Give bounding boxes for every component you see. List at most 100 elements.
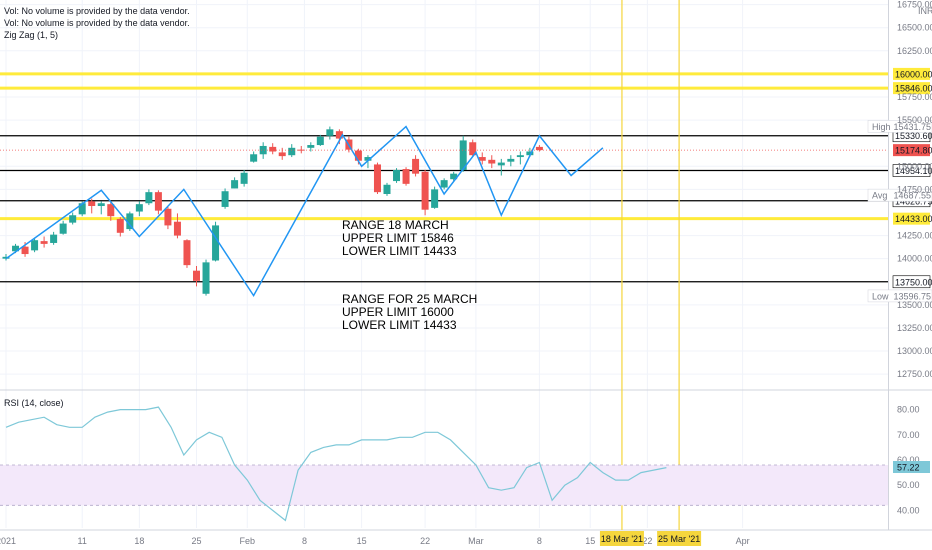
time-tick-label: 8 bbox=[537, 536, 542, 546]
candle-body bbox=[135, 204, 143, 212]
candle-body bbox=[21, 246, 29, 255]
candle-body bbox=[59, 223, 67, 234]
rsi-last-text: 57.22 bbox=[897, 463, 920, 473]
candle-body bbox=[164, 208, 172, 226]
range-annotation-25-march: UPPER LIMIT 16000 bbox=[342, 305, 454, 319]
range-annotation-25-march: LOWER LIMIT 14433 bbox=[342, 318, 457, 332]
level-badge bbox=[893, 82, 930, 95]
rsi-last-badge bbox=[893, 461, 930, 474]
rsi-band bbox=[0, 465, 888, 506]
candle-body bbox=[231, 180, 239, 189]
currency-label: INR bbox=[918, 6, 932, 16]
candle-body bbox=[516, 155, 524, 158]
candle-body bbox=[183, 240, 191, 266]
candle-body bbox=[412, 158, 420, 174]
time-tick-label: 22 bbox=[642, 536, 652, 546]
rsi-tick-label: 60.00 bbox=[897, 455, 920, 465]
price-tick-label: 12750.00 bbox=[897, 369, 932, 379]
marker-value: 13596.75 bbox=[893, 291, 931, 301]
price-tick-label: 14750.00 bbox=[897, 184, 932, 194]
time-tick-label: 15 bbox=[585, 536, 595, 546]
candle-body bbox=[212, 225, 220, 261]
candle-body bbox=[335, 131, 343, 139]
legend-info-line: Vol: No volume is provided by the data v… bbox=[4, 6, 190, 16]
candle-body bbox=[488, 159, 496, 164]
time-tick-label: Apr bbox=[736, 536, 750, 546]
last-price-badge bbox=[893, 144, 930, 157]
price-tick-label: 16750.00 bbox=[897, 0, 932, 10]
candle-body bbox=[2, 256, 10, 259]
candle-body bbox=[202, 262, 210, 294]
last-price-text: 15174.80 bbox=[895, 146, 932, 156]
candle-body bbox=[126, 213, 134, 230]
candle-body bbox=[31, 240, 39, 251]
level-badge bbox=[893, 67, 930, 80]
date-badge[interactable] bbox=[657, 531, 702, 546]
candle-body bbox=[116, 218, 124, 233]
candle-body bbox=[469, 142, 477, 156]
candle-body bbox=[50, 234, 58, 243]
level-badge-text: 14954.10 bbox=[895, 166, 932, 176]
marker-value: 14687.55 bbox=[893, 191, 931, 201]
price-tick-label: 16500.00 bbox=[897, 23, 932, 33]
level-badge-text: 13750.00 bbox=[895, 277, 932, 287]
candle-body bbox=[278, 152, 286, 157]
price-tick-label: 13500.00 bbox=[897, 300, 932, 310]
date-badge-text: 18 Mar '21 bbox=[601, 534, 643, 544]
marker-label: Avg bbox=[872, 191, 887, 201]
zigzag-line bbox=[5, 125, 604, 298]
price-tick-label: 16250.00 bbox=[897, 46, 932, 56]
candle-body bbox=[107, 204, 115, 217]
level-badge-text: 14433.00 bbox=[895, 214, 932, 224]
level-badge-text: 16000.00 bbox=[895, 69, 932, 79]
candle-body bbox=[535, 146, 543, 151]
candle-body bbox=[78, 203, 86, 215]
rsi-tick-label: 40.00 bbox=[897, 505, 920, 515]
range-annotation-18-march: RANGE 18 MARCH bbox=[342, 218, 449, 232]
price-tick-label: 15500.00 bbox=[897, 115, 932, 125]
time-tick-label: Mar bbox=[468, 536, 484, 546]
candle-body bbox=[326, 129, 334, 136]
rsi-label: RSI (14, close) bbox=[4, 398, 64, 408]
date-badge-text: 25 Mar '21 bbox=[658, 534, 700, 544]
time-tick-label: 18 bbox=[134, 536, 144, 546]
candle-body bbox=[145, 192, 153, 204]
time-tick-label: 11 bbox=[78, 536, 87, 546]
time-tick-label: 8 bbox=[302, 536, 307, 546]
rsi-tick-label: 80.00 bbox=[897, 405, 920, 415]
candle-body bbox=[497, 162, 505, 166]
legend-info-line: Vol: No volume is provided by the data v… bbox=[4, 18, 190, 28]
candle-body bbox=[88, 201, 96, 207]
candle-body bbox=[288, 147, 296, 156]
candle-body bbox=[364, 157, 372, 161]
marker-badge-High bbox=[867, 120, 932, 133]
candle-body bbox=[459, 140, 467, 170]
candle-body bbox=[193, 270, 200, 281]
range-annotation-18-march: LOWER LIMIT 14433 bbox=[342, 244, 457, 258]
level-badge-text: 15846.00 bbox=[895, 84, 932, 94]
candle-body bbox=[173, 221, 181, 236]
marker-badge-Avg bbox=[867, 188, 932, 202]
date-badge[interactable] bbox=[599, 531, 644, 546]
candle-body bbox=[259, 145, 267, 155]
candle-body bbox=[269, 146, 277, 152]
candle-body bbox=[97, 203, 105, 207]
price-tick-label: 15750.00 bbox=[897, 92, 932, 102]
candle-body bbox=[478, 157, 486, 161]
price-tick-label: 14250.00 bbox=[897, 231, 932, 241]
candle-body bbox=[393, 169, 401, 182]
candle-body bbox=[507, 158, 515, 162]
level-badge bbox=[892, 275, 931, 289]
candle-body bbox=[12, 245, 20, 252]
candle-body bbox=[297, 149, 305, 151]
rsi-line bbox=[5, 406, 667, 522]
price-tick-label: 14000.00 bbox=[897, 254, 932, 264]
time-tick-label: 15 bbox=[357, 536, 367, 546]
time-tick-label: Feb bbox=[240, 536, 256, 546]
candle-body bbox=[69, 215, 77, 223]
candle-body bbox=[373, 164, 381, 193]
price-tick-label: 13000.00 bbox=[897, 346, 932, 356]
marker-badge-Low bbox=[867, 289, 932, 303]
